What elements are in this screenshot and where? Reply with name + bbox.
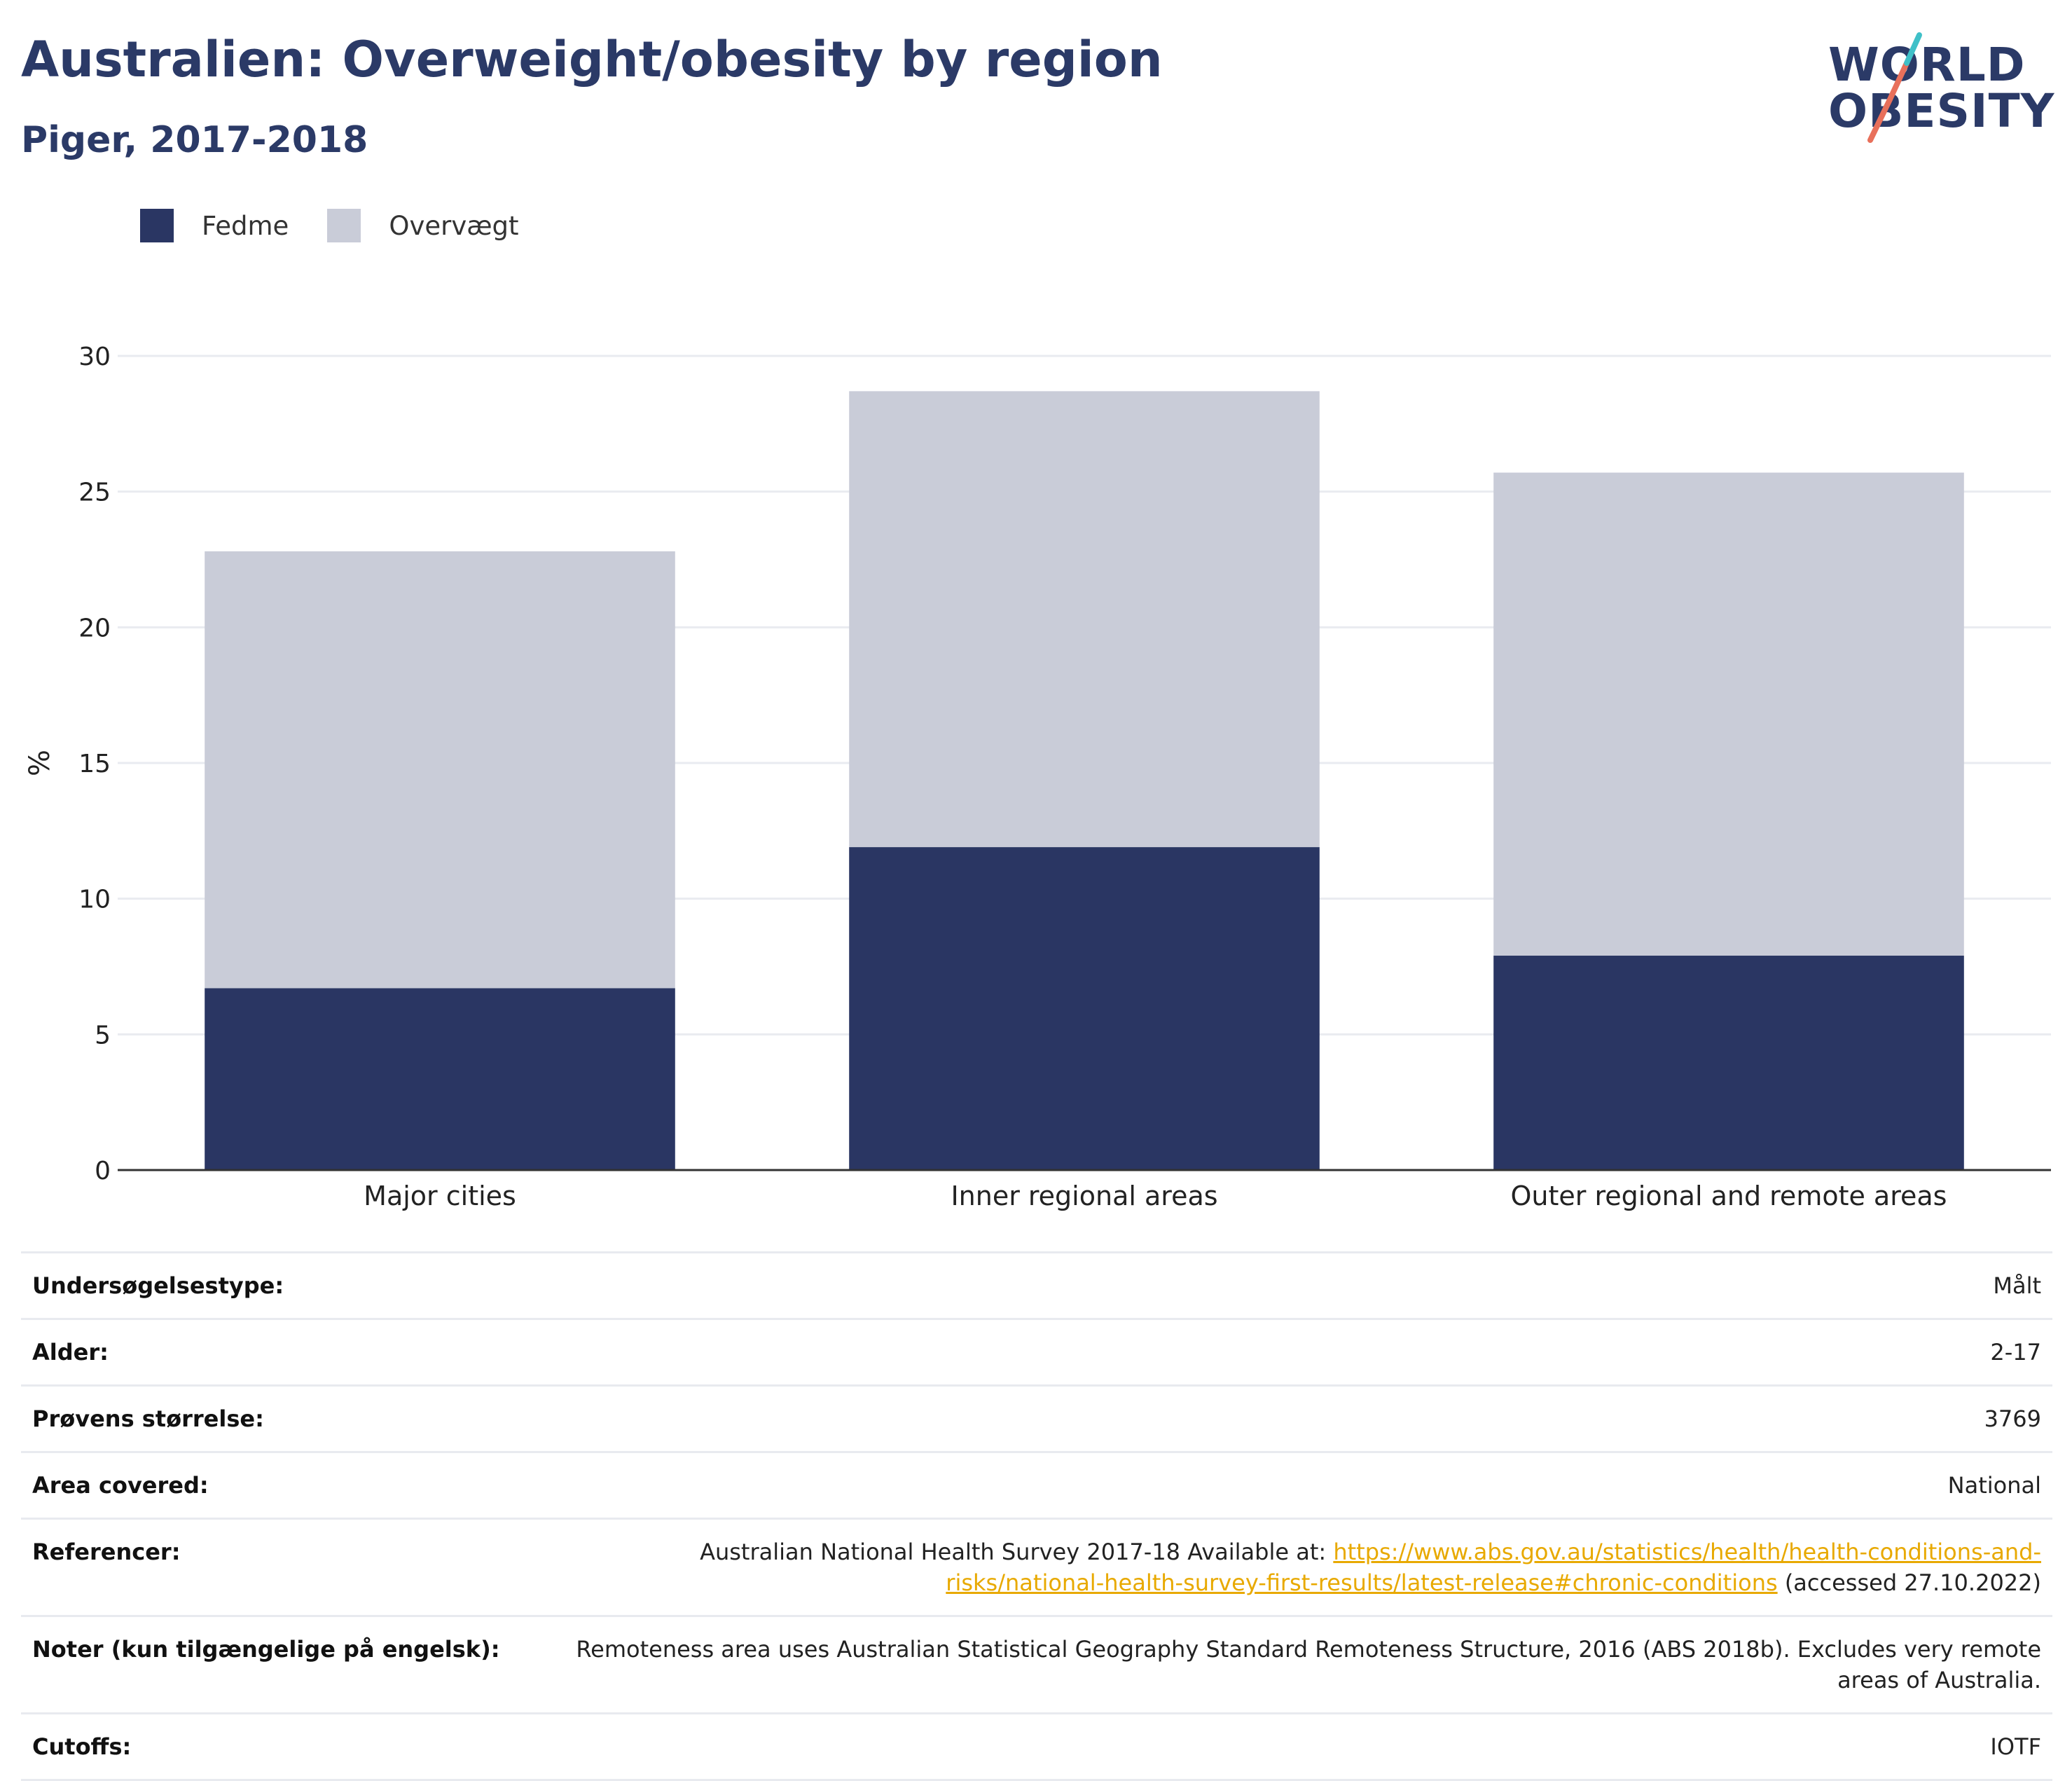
y-axis-label: %: [24, 750, 56, 776]
logo-line-2: OBESITY: [1828, 84, 2055, 138]
meta-row-age: Alder: 2-17: [21, 1318, 2052, 1386]
meta-key: Prøvens størrelse:: [21, 1384, 548, 1452]
legend-swatch-fedme: [140, 209, 174, 242]
meta-row-cutoffs: Cutoffs: IOTF: [21, 1712, 2052, 1781]
meta-value: 3769: [548, 1384, 2052, 1452]
y-tick-label: 10: [78, 886, 111, 914]
meta-value: Målt: [548, 1251, 2052, 1319]
x-tick-label: Outer regional and remote areas: [1511, 1181, 1947, 1211]
meta-row-survey-type: Undersøgelsestype: Målt: [21, 1251, 2052, 1319]
bar-segment-fedme: [205, 988, 675, 1170]
bar-segment-fedme: [1493, 956, 1964, 1170]
y-tick-label: 0: [95, 1157, 111, 1185]
reference-accessed: (accessed 27.10.2022): [1777, 1569, 2041, 1596]
meta-value: Remoteness area uses Australian Statisti…: [548, 1615, 2052, 1714]
meta-key: Alder:: [21, 1318, 548, 1386]
meta-key: Cutoffs:: [21, 1712, 548, 1781]
meta-row-area: Area covered: National: [21, 1451, 2052, 1519]
logo-slash-icon: [1867, 32, 1922, 143]
bar-segment-overvaegt: [205, 551, 675, 989]
world-obesity-logo: WORLD OBESITY: [1828, 21, 2059, 147]
chart-legend: Fedme Overvægt: [140, 209, 558, 242]
bar-segment-overvaegt: [1493, 472, 1964, 956]
meta-value: Australian National Health Survey 2017-1…: [548, 1518, 2052, 1616]
chart-title: Australien: Overweight/obesity by region: [21, 31, 1163, 88]
bar-segment-fedme: [849, 847, 1320, 1170]
y-tick-label: 15: [78, 750, 111, 778]
x-tick-label: Major cities: [364, 1181, 516, 1211]
chart-subtitle: Piger, 2017-2018: [21, 119, 368, 161]
meta-key: Noter (kun tilgængelige på engelsk):: [21, 1615, 548, 1714]
bar-chart: 0 5 10 15 20 25 30 Major cities Inner regional a…: [24, 343, 2051, 1211]
y-tick-label: 30: [78, 343, 111, 371]
legend-item-overvaegt[interactable]: Overvægt: [327, 209, 519, 242]
reference-text: Australian National Health Survey 2017-1…: [700, 1539, 1334, 1565]
y-tick-label: 20: [78, 614, 111, 642]
bar-segment-overvaegt: [849, 391, 1320, 848]
legend-label-fedme: Fedme: [202, 210, 289, 241]
meta-row-sample-size: Prøvens størrelse: 3769: [21, 1384, 2052, 1452]
legend-swatch-overvaegt: [327, 209, 361, 242]
meta-key: Undersøgelsestype:: [21, 1251, 548, 1319]
logo-line-1: WORLD: [1828, 38, 2026, 92]
meta-row-references: Referencer: Australian National Health S…: [21, 1518, 2052, 1616]
x-tick-label: Inner regional areas: [951, 1181, 1217, 1211]
metadata-table: Undersøgelsestype: Målt Alder: 2-17 Prøv…: [21, 1251, 2052, 1781]
legend-item-fedme[interactable]: Fedme: [140, 209, 289, 242]
meta-key: Area covered:: [21, 1451, 548, 1519]
legend-label-overvaegt: Overvægt: [389, 210, 519, 241]
reference-link[interactable]: https://www.abs.gov.au/statistics/health…: [946, 1539, 2041, 1596]
meta-key: Referencer:: [21, 1518, 548, 1616]
meta-value: 2-17: [548, 1318, 2052, 1386]
meta-value: IOTF: [548, 1712, 2052, 1781]
meta-value: National: [548, 1451, 2052, 1519]
y-tick-label: 5: [95, 1021, 111, 1050]
y-tick-label: 25: [78, 479, 111, 507]
meta-row-notes: Noter (kun tilgængelige på engelsk): Rem…: [21, 1615, 2052, 1714]
